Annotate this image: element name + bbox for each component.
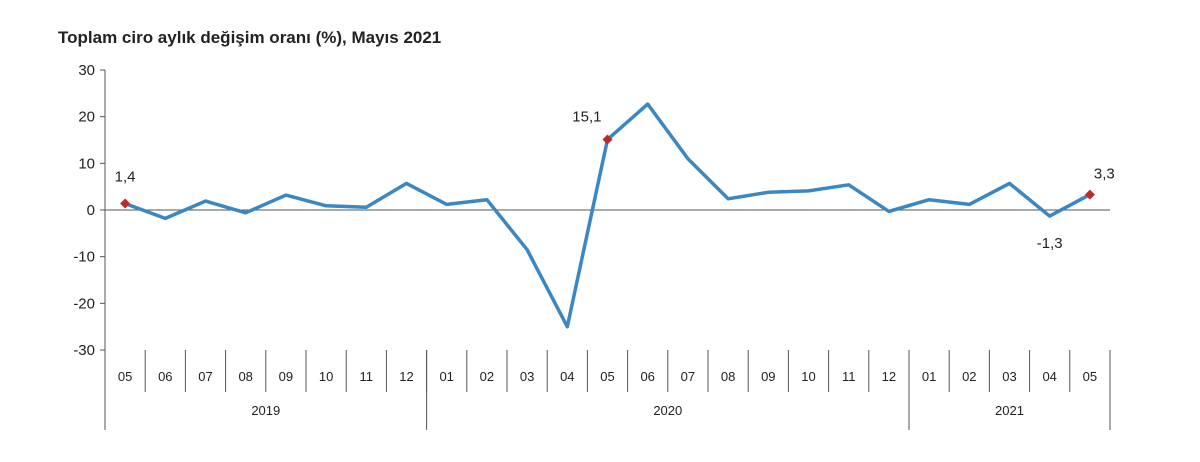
y-tick-label: -10 xyxy=(73,249,95,266)
month-label: 07 xyxy=(198,369,212,384)
month-label: 09 xyxy=(279,369,293,384)
data-label: 3,3 xyxy=(1094,166,1115,183)
month-label: 04 xyxy=(1042,369,1056,384)
month-label: 01 xyxy=(439,369,453,384)
y-tick-label: 0 xyxy=(87,202,95,219)
chart-title: Toplam ciro aylık değişim oranı (%), May… xyxy=(58,28,442,47)
marker-layer: 1,4 15,1 3,3 -1,3 xyxy=(115,109,1115,253)
month-label: 09 xyxy=(761,369,775,384)
month-label: 03 xyxy=(520,369,534,384)
month-label: 03 xyxy=(1002,369,1016,384)
month-label: 10 xyxy=(801,369,815,384)
month-label: 08 xyxy=(721,369,735,384)
month-label: 08 xyxy=(238,369,252,384)
y-tick-label: 20 xyxy=(78,109,95,126)
month-label: 04 xyxy=(560,369,574,384)
year-label: 2019 xyxy=(251,403,280,418)
month-label: 05 xyxy=(600,369,614,384)
month-label: 12 xyxy=(882,369,896,384)
data-label: -1,3 xyxy=(1037,235,1063,252)
month-label: 02 xyxy=(480,369,494,384)
year-label: 2020 xyxy=(653,403,682,418)
month-label: 12 xyxy=(399,369,413,384)
data-point-marker xyxy=(1084,189,1095,200)
data-point-marker xyxy=(602,134,613,145)
month-label: 05 xyxy=(118,369,132,384)
x-axis: 05 06 07 08 09 10 11 12 01 02 03 04 05 06 07 08 09 10 11 12… xyxy=(104,209,1111,430)
year-label: 2021 xyxy=(995,403,1024,418)
month-label: 02 xyxy=(962,369,976,384)
month-label: 05 xyxy=(1083,369,1097,384)
y-tick-label: -20 xyxy=(73,295,95,312)
month-label: 07 xyxy=(681,369,695,384)
y-tick-label: -30 xyxy=(73,342,95,359)
month-label: 11 xyxy=(360,369,374,384)
month-label: 11 xyxy=(842,369,856,384)
data-label: 1,4 xyxy=(115,168,136,185)
month-label: 06 xyxy=(158,369,172,384)
data-label: 15,1 xyxy=(572,109,601,126)
y-tick-label: 10 xyxy=(78,155,95,172)
y-axis: 30 20 10 0 -10 -20 -30 xyxy=(73,62,106,359)
y-tick-label: 30 xyxy=(78,62,95,79)
month-label: 06 xyxy=(640,369,654,384)
month-label: 01 xyxy=(922,369,936,384)
month-label: 10 xyxy=(319,369,333,384)
data-point-marker xyxy=(120,198,131,209)
